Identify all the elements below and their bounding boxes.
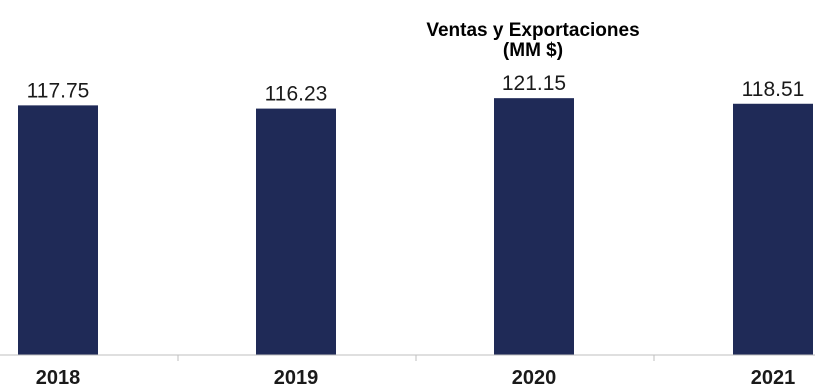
chart-subtitle: (MM $): [503, 40, 563, 61]
chart-title: Ventas y Exportaciones: [426, 20, 639, 41]
value-label-2019: 116.23: [265, 83, 328, 106]
bar-2019: [256, 108, 336, 355]
x-axis-ticks: [177, 355, 655, 361]
value-label-2020: 121.15: [502, 72, 566, 95]
bar-2020: [494, 98, 574, 356]
category-label-2019: 2019: [274, 367, 319, 388]
bar-2021: [733, 103, 813, 356]
category-labels: 2018 2019 2020 2021: [36, 367, 796, 388]
value-label-2021: 118.51: [742, 78, 805, 101]
bar-2018: [18, 105, 98, 356]
category-label-2021: 2021: [751, 367, 796, 388]
category-label-2018: 2018: [36, 367, 81, 388]
category-label-2020: 2020: [512, 367, 557, 388]
value-labels: 117.75 116.23 121.15 118.51: [27, 72, 805, 105]
bars-group: [18, 98, 813, 356]
value-label-2018: 117.75: [27, 79, 90, 102]
